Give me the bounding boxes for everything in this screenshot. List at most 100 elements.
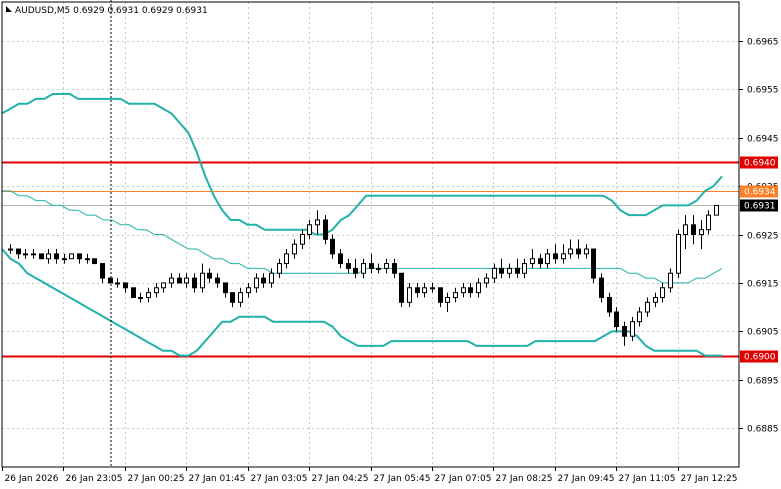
candle-body (330, 238, 335, 255)
candle (438, 287, 443, 308)
price-level-tag (740, 350, 778, 363)
candle (576, 239, 581, 259)
candle-body (315, 219, 320, 226)
candle (85, 253, 90, 264)
candle (16, 248, 21, 259)
candle-body (284, 253, 289, 265)
candle-body (323, 219, 328, 240)
candle-body (553, 253, 558, 260)
candle-body (591, 248, 596, 279)
candle (645, 297, 650, 317)
candle (223, 282, 228, 298)
candle-body (706, 214, 711, 231)
candle (8, 244, 13, 254)
candle (39, 253, 44, 260)
candle (430, 282, 435, 293)
candle-body (691, 224, 696, 235)
x-tick-label: 27 Jan 05:45 (374, 474, 431, 484)
candle-body (215, 277, 220, 284)
candle-body (622, 326, 627, 337)
candle (154, 282, 159, 298)
y-tick-label: 0.6905 (747, 328, 779, 338)
candle-body (607, 296, 612, 313)
candle-body (430, 287, 435, 290)
candle-body (39, 253, 44, 260)
candle-body (100, 263, 105, 279)
candle (123, 282, 128, 293)
x-tick-label: 27 Jan 03:05 (251, 474, 308, 484)
candle (215, 273, 220, 288)
candle-body (422, 287, 427, 294)
candle (407, 282, 412, 308)
candle (668, 268, 673, 293)
candle (77, 253, 82, 264)
x-tick-label: 27 Jan 08:25 (496, 474, 553, 484)
candle-body (177, 277, 182, 284)
candle (461, 282, 466, 298)
candle-body (369, 263, 374, 269)
candle-body (62, 258, 67, 261)
candle (545, 249, 550, 269)
candle (468, 282, 473, 298)
candle-body (292, 243, 297, 255)
candle (261, 273, 266, 288)
candle (660, 282, 665, 303)
candle (630, 316, 635, 342)
candle-body (115, 282, 120, 285)
candle (530, 249, 535, 269)
candle (653, 292, 658, 308)
candle-body (261, 277, 266, 284)
price-level-label: 0.6934 (744, 188, 776, 198)
candle-body (207, 272, 212, 279)
collapse-arrow-icon[interactable] (6, 6, 12, 12)
candle (92, 258, 97, 265)
x-tick-label: 26 Jan 2026 (5, 474, 59, 484)
candle (200, 263, 205, 293)
candle-body (599, 277, 604, 298)
candle-body (399, 272, 404, 303)
candle (315, 210, 320, 235)
candle (453, 287, 458, 303)
candle (568, 239, 573, 259)
candle (622, 321, 627, 346)
candle (307, 219, 312, 240)
candle (338, 249, 343, 269)
candle-body (530, 258, 535, 265)
candle-body (415, 287, 420, 294)
x-tick-label: 27 Jan 07:05 (435, 474, 492, 484)
candle-body (123, 282, 128, 289)
candle (100, 263, 105, 283)
candle (492, 263, 497, 283)
candle (392, 258, 397, 279)
price-level-label: 0.6900 (744, 353, 776, 363)
candle (330, 234, 335, 259)
price-level-tag (740, 156, 778, 169)
price-tags: 0.6940 0.6934 0.6900 0.6931 (740, 156, 778, 363)
candle (138, 292, 143, 303)
candle-body (154, 287, 159, 294)
candle-body (630, 321, 635, 337)
candle-body (614, 311, 619, 328)
candle (507, 263, 512, 279)
x-axis: 26 Jan 2026 26 Jan 23:05 27 Jan 00:25 27 Ja… (2, 467, 737, 484)
candle-body (169, 277, 174, 284)
bollinger-lower-band (1, 248, 722, 357)
candle (131, 287, 136, 298)
current-price-tag (740, 199, 778, 212)
plot-frame (1, 1, 740, 468)
bollinger-upper-band (1, 93, 723, 236)
candle (422, 282, 427, 298)
candle (207, 268, 212, 283)
y-tick-label: 0.6885 (747, 425, 779, 435)
candle (284, 249, 289, 269)
y-tick-label: 0.6915 (747, 280, 779, 290)
price-level-tag (740, 185, 778, 198)
candle (591, 248, 596, 283)
candle-body (223, 282, 228, 294)
candle-body (637, 311, 642, 323)
candle (300, 229, 305, 250)
y-tick-label: 0.6925 (747, 232, 779, 242)
candle-body (246, 287, 251, 294)
